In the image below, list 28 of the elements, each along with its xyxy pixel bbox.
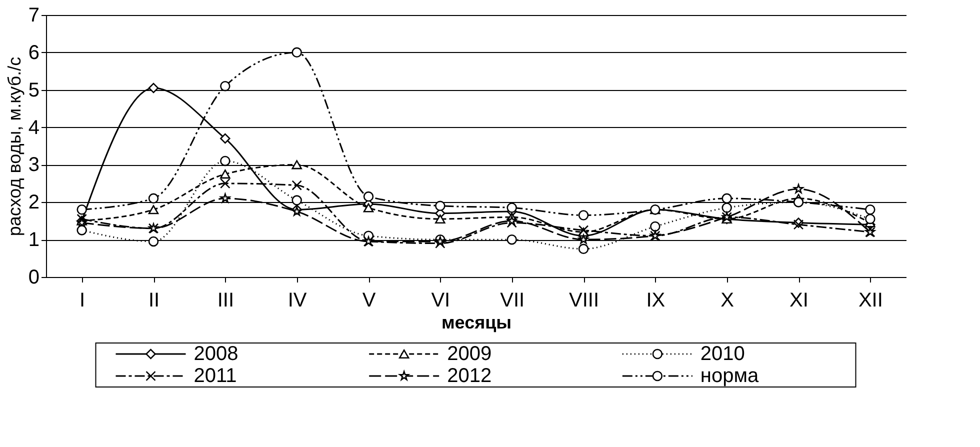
y-tick-label: 0 bbox=[28, 266, 40, 288]
x-tick-label: XI bbox=[790, 290, 808, 312]
x-tick-label: XII bbox=[858, 290, 883, 312]
x-tick-label: I bbox=[80, 290, 86, 312]
x-axis-title: месяцы bbox=[441, 312, 512, 332]
legend-label: 2010 bbox=[700, 343, 745, 365]
legend-label: 2011 bbox=[194, 365, 237, 387]
legend-label: 2008 bbox=[194, 343, 238, 365]
x-tick-label: VI bbox=[431, 290, 450, 312]
x-tick-label: V bbox=[362, 290, 376, 312]
y-tick-label: 4 bbox=[28, 116, 40, 139]
x-tick-label: II bbox=[148, 290, 160, 312]
x-tick-label: X bbox=[720, 290, 734, 312]
x-tick-label: VII bbox=[500, 290, 525, 312]
legend-label: 2012 bbox=[447, 365, 492, 387]
y-tick-label: 7 bbox=[28, 4, 40, 26]
x-tick-label: IX bbox=[646, 290, 666, 312]
y-tick-label: 1 bbox=[28, 229, 40, 252]
x-tick-label: VIII bbox=[568, 290, 600, 312]
y-tick-label: 5 bbox=[28, 79, 40, 102]
legend-label: 2009 bbox=[447, 343, 492, 365]
x-tick-label: IV bbox=[288, 290, 308, 312]
y-tick-label: 3 bbox=[28, 154, 40, 176]
x-tick-label: III bbox=[217, 290, 234, 312]
y-tick-label: 2 bbox=[28, 192, 40, 214]
legend-label: норма bbox=[700, 365, 760, 387]
y-tick-label: 6 bbox=[28, 42, 40, 64]
y-axis-title: расход воды, м.куб./с bbox=[4, 56, 24, 236]
